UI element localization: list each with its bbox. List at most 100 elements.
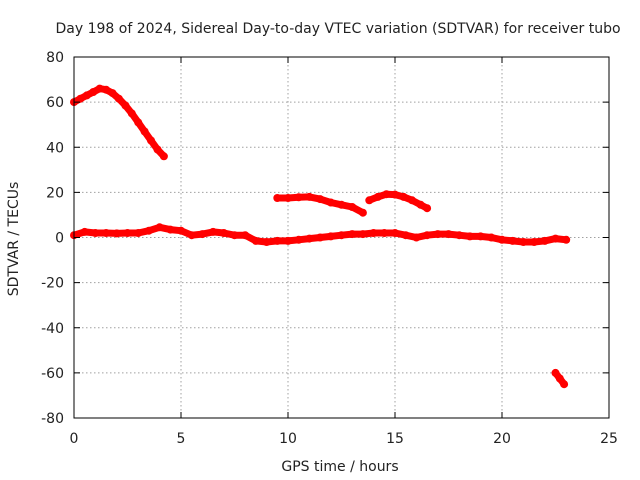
y-tick-label: 60 <box>46 95 64 111</box>
data-point <box>91 229 100 237</box>
data-point <box>476 232 485 241</box>
y-tick-label: 40 <box>46 140 64 156</box>
data-point <box>294 235 303 244</box>
data-point <box>562 235 571 244</box>
data-point <box>530 238 539 246</box>
y-tick-label: 20 <box>46 185 64 201</box>
x-tick-label: 20 <box>493 431 511 447</box>
data-point <box>316 233 325 242</box>
data-point <box>134 118 143 127</box>
data-point <box>348 230 357 239</box>
data-point <box>412 233 421 242</box>
y-tick-label: 80 <box>46 50 64 66</box>
data-point <box>198 230 207 239</box>
data-point <box>348 203 357 211</box>
data-point <box>358 208 367 217</box>
data-point <box>140 127 149 136</box>
data-point <box>147 136 155 145</box>
data-point <box>114 94 123 103</box>
data-point <box>508 236 517 245</box>
data-point <box>219 229 228 237</box>
data-point <box>127 109 136 118</box>
data-point <box>382 190 391 199</box>
x-axis-label: GPS time / hours <box>281 459 398 475</box>
data-point <box>76 94 85 103</box>
chart-title: Day 198 of 2024, Sidereal Day-to-day VTE… <box>55 21 620 37</box>
data-point <box>423 204 432 213</box>
x-tick-label: 15 <box>386 431 404 447</box>
data-point <box>284 236 292 245</box>
data-point <box>551 368 560 377</box>
y-tick-label: -80 <box>41 411 64 427</box>
data-point <box>326 232 335 241</box>
data-point <box>337 231 346 240</box>
data-point <box>209 227 218 236</box>
data-point <box>230 231 239 240</box>
data-point <box>95 84 104 93</box>
data-point <box>369 229 378 237</box>
x-tick-label: 0 <box>70 431 79 447</box>
data-layer <box>70 84 571 389</box>
y-tick-label: -40 <box>41 321 64 337</box>
data-point <box>433 230 442 239</box>
data-point <box>365 196 374 205</box>
data-point <box>305 192 314 201</box>
data-point <box>82 91 91 100</box>
data-point <box>273 236 282 245</box>
data-point <box>408 196 417 205</box>
data-point <box>102 229 111 237</box>
data-point <box>316 195 325 204</box>
data-point <box>159 152 168 161</box>
data-point <box>465 232 474 241</box>
data-point <box>326 198 335 207</box>
data-point <box>380 229 389 237</box>
data-point <box>560 380 569 389</box>
data-point <box>444 230 453 239</box>
data-point <box>166 225 175 234</box>
data-point <box>187 231 196 240</box>
data-point <box>373 192 382 201</box>
data-point <box>399 192 408 201</box>
data-point <box>89 88 98 96</box>
data-point <box>80 227 89 236</box>
data-point <box>551 234 560 243</box>
x-tick-label: 5 <box>177 431 186 447</box>
data-point <box>102 85 111 94</box>
data-point <box>337 200 346 209</box>
data-point <box>416 200 425 209</box>
data-point <box>251 236 260 245</box>
data-point <box>177 226 185 235</box>
data-point <box>540 236 549 245</box>
data-point <box>305 234 314 243</box>
data-point <box>121 101 130 110</box>
data-point <box>153 145 162 154</box>
data-point <box>112 229 121 238</box>
y-tick-label: -60 <box>41 366 64 382</box>
data-point <box>144 226 153 235</box>
y-tick-label: -20 <box>41 276 64 292</box>
data-point <box>108 89 117 98</box>
data-point <box>262 238 271 246</box>
data-point <box>123 229 132 237</box>
data-point <box>391 229 399 237</box>
data-point <box>498 235 506 244</box>
data-point <box>555 374 564 383</box>
data-point <box>423 231 432 240</box>
data-point <box>155 223 164 232</box>
data-point <box>273 194 282 202</box>
x-tick-label: 25 <box>600 431 618 447</box>
data-point <box>401 231 410 240</box>
data-point <box>519 238 528 246</box>
data-point <box>134 229 143 237</box>
data-point <box>284 194 292 202</box>
data-point <box>487 233 496 242</box>
data-point <box>241 231 250 240</box>
data-point <box>391 190 399 199</box>
y-axis-label: SDTVAR / TECUs <box>6 182 22 297</box>
x-tick-label: 10 <box>279 431 297 447</box>
data-point <box>294 193 303 202</box>
data-point <box>358 230 367 239</box>
ticks: 0 5 10 15 20 25 -80 -60 -40 -20 0 20 40 60 80 <box>41 50 618 447</box>
data-point <box>455 231 464 240</box>
